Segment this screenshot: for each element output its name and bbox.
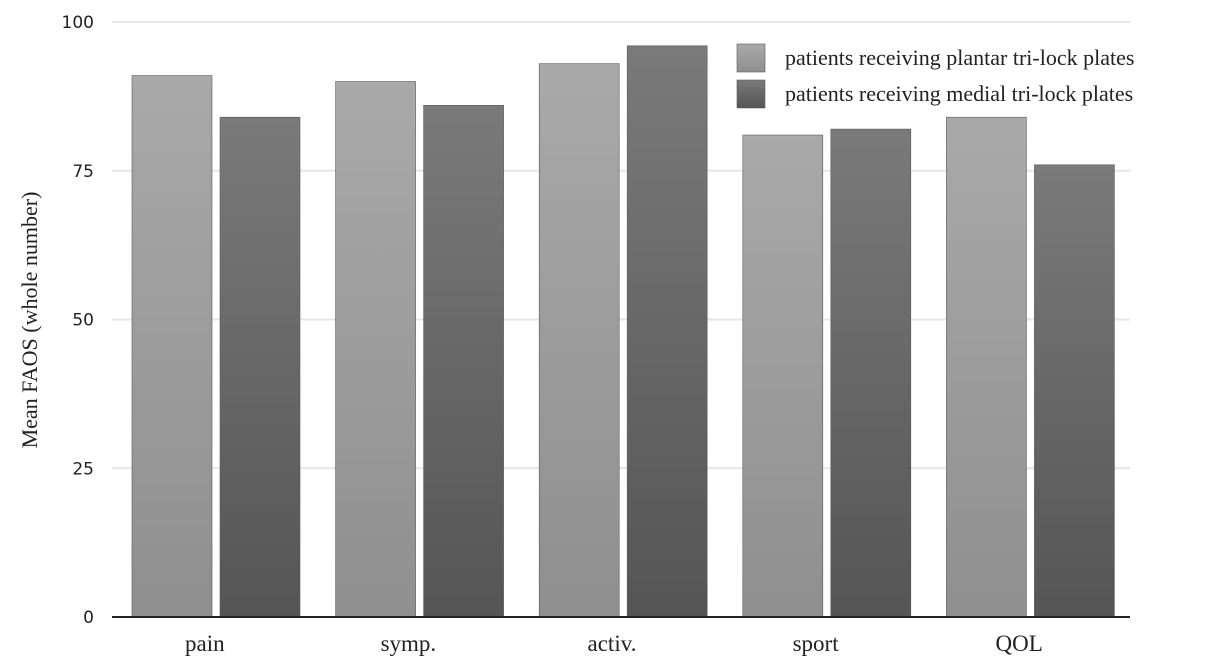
bars (131, 45, 1115, 618)
y-axis-label: Mean FAOS (whole number) (17, 192, 42, 449)
x-tick-label: pain (185, 631, 225, 656)
y-tick-label: 0 (83, 608, 94, 628)
bar-symp-series-1 (335, 81, 416, 618)
legend-swatch-series-1 (736, 43, 766, 73)
bar-sport-series-2 (830, 128, 912, 618)
bar-pain-series-1 (131, 75, 213, 618)
bar-symp-series-2 (423, 105, 504, 618)
y-tick-label: 25 (72, 459, 94, 479)
bar-activ-series-2 (626, 45, 708, 618)
x-tick-label: symp. (381, 631, 437, 656)
x-tick-label: sport (793, 631, 840, 656)
bar-pain-series-2 (219, 116, 301, 618)
y-tick-label: 75 (72, 162, 94, 182)
x-tick-label: activ. (588, 631, 637, 656)
bar-activ-series-1 (538, 63, 620, 618)
axes: 0 25 50 75 100 pain symp. activ. sport QOL (62, 13, 1130, 656)
bar-qol-series-1 (946, 116, 1027, 618)
bar-qol-series-2 (1034, 164, 1115, 618)
legend-label-series-2: patients receiving medial tri-lock plate… (785, 81, 1133, 106)
legend-label-series-1: patients receiving plantar tri-lock plat… (785, 45, 1134, 70)
x-tick-label: QOL (996, 631, 1043, 656)
y-tick-label: 50 (72, 311, 94, 331)
bar-sport-series-1 (742, 134, 824, 618)
legend: patients receiving plantar tri-lock plat… (736, 43, 1134, 109)
y-tick-label: 100 (62, 13, 94, 33)
legend-swatch-series-2 (736, 79, 766, 109)
